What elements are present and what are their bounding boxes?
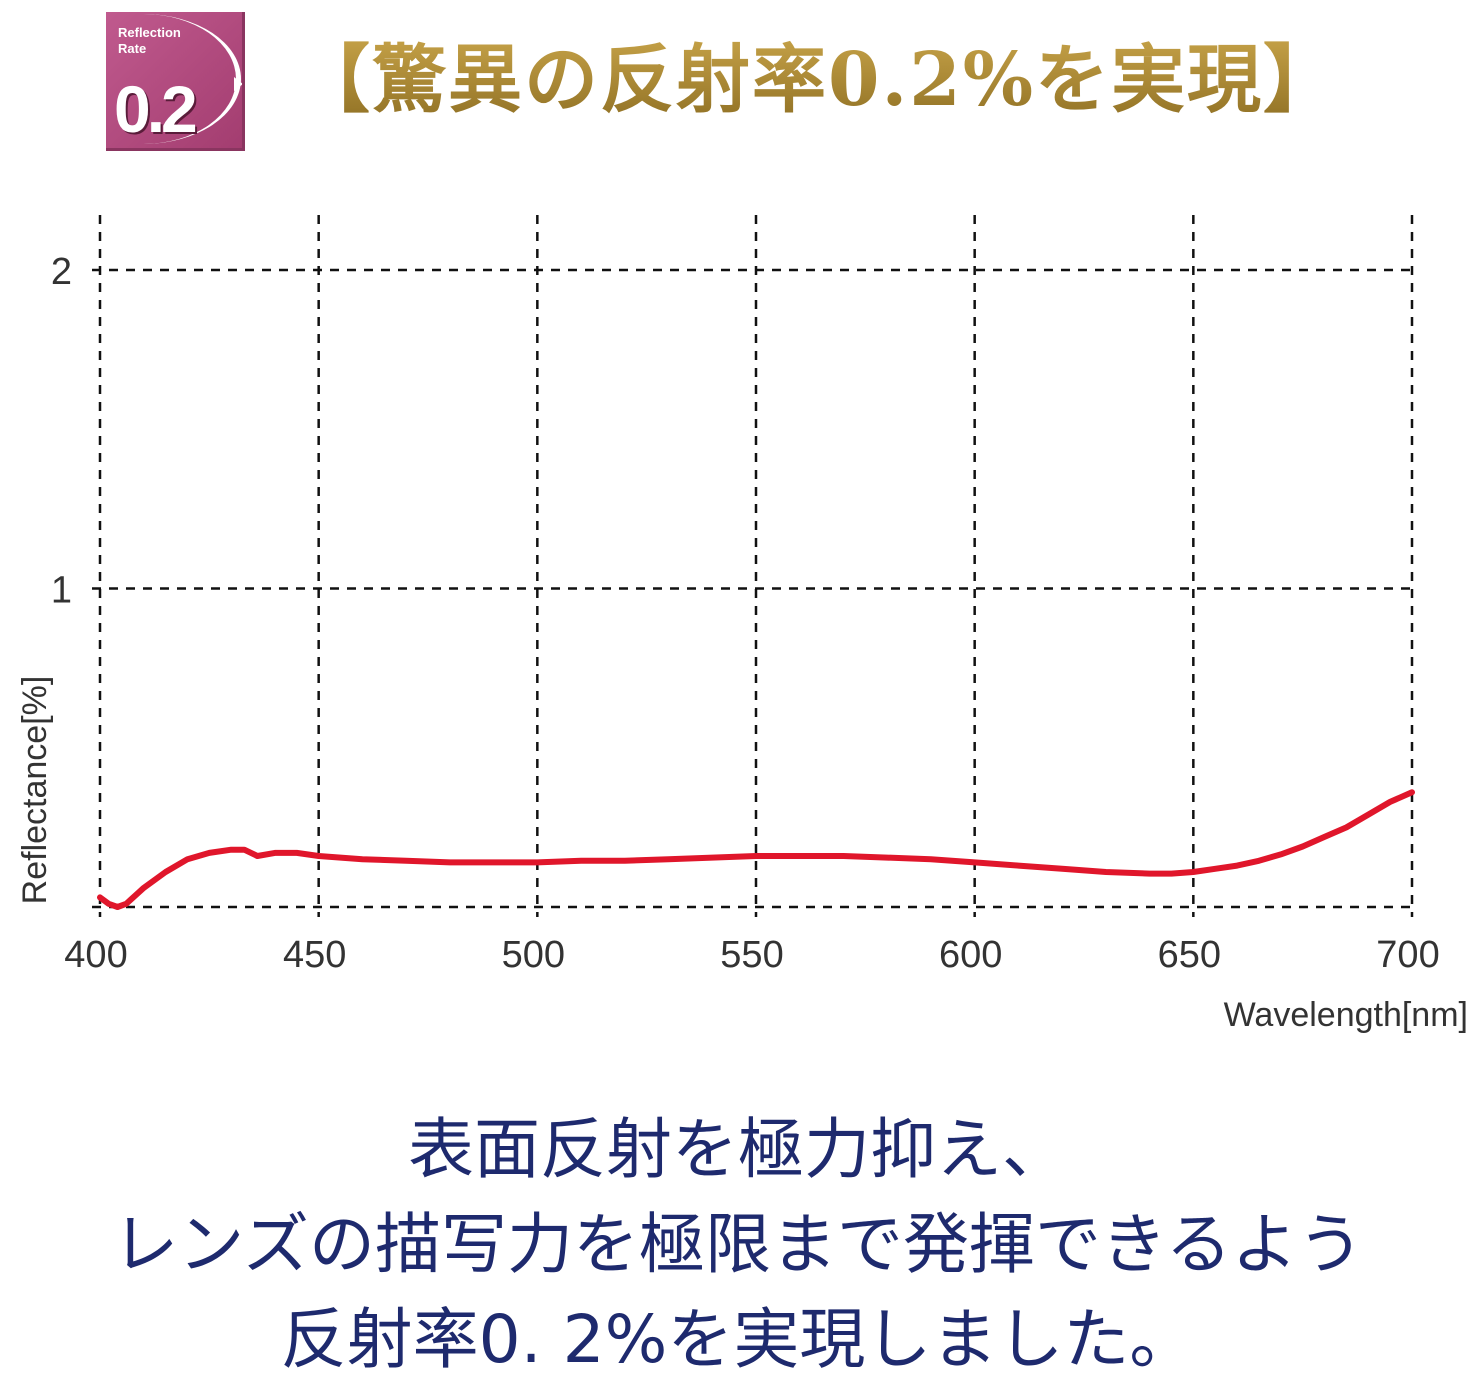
reflectance-chart: 400 450 500 550 600 650 700 12 Wavelength[nm] … [16, 215, 1468, 1034]
x-tick-labels: 400 450 500 550 600 650 700 [64, 934, 1439, 976]
caption-line2: レンズの描写力を極限まで発揮できるよう [112, 1206, 1364, 1283]
x-tick-label-400: 400 [64, 934, 127, 976]
y-tick-label-1: 1 [51, 570, 72, 612]
x-tick-label-600: 600 [939, 934, 1002, 976]
reflection-rate-badge: Reflection Rate 0.2 [106, 12, 245, 151]
chart-series [97, 789, 1415, 910]
y-axis-label: Reflectance[%] [16, 676, 54, 905]
badge-label-line2: Rate [118, 41, 147, 56]
x-tick-label-500: 500 [502, 934, 565, 976]
x-tick-label-450: 450 [283, 934, 346, 976]
chart-grid [92, 215, 1416, 917]
x-axis-label: Wavelength[nm] [1224, 996, 1468, 1034]
badge-label-line1: Reflection [118, 25, 181, 40]
y-tick-label-2: 2 [51, 251, 72, 293]
badge-arrow-icon [234, 77, 242, 91]
x-tick-label-700: 700 [1376, 934, 1439, 976]
series-line-0 [97, 789, 1415, 910]
x-tick-label-650: 650 [1158, 934, 1221, 976]
x-tick-label-550: 550 [720, 934, 783, 976]
headline-title: 【驚異の反射率0.2%を実現】 [296, 30, 1339, 130]
y-tick-labels: 12 [51, 251, 72, 612]
caption-line3: 反射率0. 2%を実現しました。 [280, 1301, 1196, 1378]
badge-value: 0.2 [114, 72, 198, 146]
caption-line1: 表面反射を極力抑え、 [408, 1111, 1068, 1188]
